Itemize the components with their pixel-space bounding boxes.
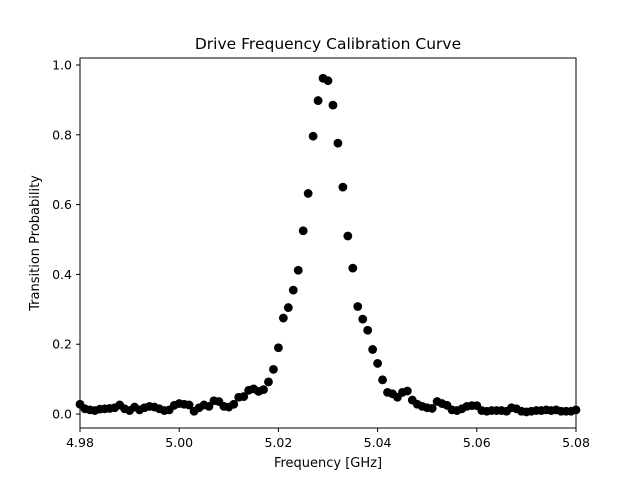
data-point xyxy=(298,226,308,236)
x-tick-label: 5.02 xyxy=(264,435,292,450)
data-points xyxy=(75,73,581,417)
data-point xyxy=(269,364,278,374)
x-tick-label: 5.04 xyxy=(364,435,392,450)
x-tick-label: 4.98 xyxy=(66,435,94,450)
data-point xyxy=(313,96,323,105)
x-axis-label: Frequency [GHz] xyxy=(274,456,382,471)
data-point xyxy=(358,314,368,324)
x-tick-label: 5.08 xyxy=(562,435,590,450)
data-point xyxy=(303,189,313,198)
data-point xyxy=(278,313,288,323)
data-point xyxy=(283,303,293,312)
x-axis-ticks: 4.98 5.00 5.02 5.04 5.06 5.08 xyxy=(66,428,590,450)
y-axis-label: Transition Probability xyxy=(28,175,43,312)
data-point xyxy=(308,131,318,141)
data-point xyxy=(402,386,412,396)
data-point xyxy=(274,343,283,353)
y-tick-label: 0.4 xyxy=(52,267,72,282)
data-point xyxy=(323,76,333,86)
data-point xyxy=(427,404,437,413)
data-point xyxy=(343,231,353,241)
y-tick-label: 1.0 xyxy=(52,57,72,72)
data-point xyxy=(293,265,303,275)
data-point xyxy=(353,302,363,311)
x-tick-label: 5.00 xyxy=(165,435,193,450)
data-point xyxy=(328,100,338,110)
y-tick-label: 0.8 xyxy=(52,127,72,142)
data-point xyxy=(348,263,358,273)
chart-title: Drive Frequency Calibration Curve xyxy=(195,35,461,53)
x-tick-label: 5.06 xyxy=(463,435,491,450)
data-point xyxy=(338,182,348,192)
y-tick-label: 0.0 xyxy=(52,407,72,422)
data-point xyxy=(264,377,273,387)
data-point xyxy=(368,345,378,354)
data-point xyxy=(378,375,387,385)
data-point xyxy=(373,359,382,368)
y-tick-label: 0.6 xyxy=(52,197,72,212)
data-point xyxy=(184,400,194,410)
data-point xyxy=(333,138,343,148)
data-point xyxy=(229,399,239,409)
y-axis-ticks: 0.0 0.2 0.4 0.6 0.8 1.0 xyxy=(52,57,80,422)
plot-frame xyxy=(79,57,577,429)
data-point xyxy=(239,392,249,401)
y-tick-label: 0.2 xyxy=(52,337,72,352)
data-point xyxy=(259,385,268,394)
data-point xyxy=(288,285,298,295)
data-point xyxy=(363,325,373,335)
